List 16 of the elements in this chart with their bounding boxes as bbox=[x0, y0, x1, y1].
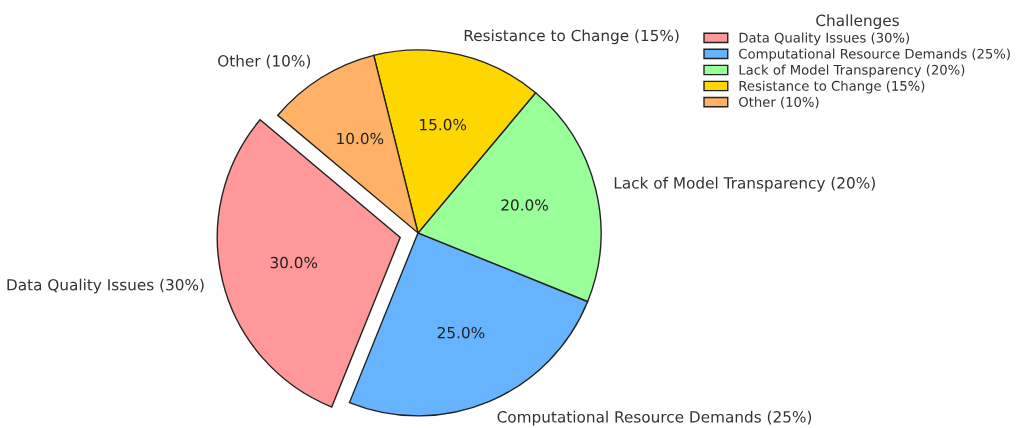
slice-label: Data Quality Issues (30%) bbox=[7, 278, 204, 294]
legend-label: Resistance to Change (15%) bbox=[739, 80, 925, 94]
slice-label: Other (10%) bbox=[218, 54, 311, 69]
data-label: 20.0% bbox=[501, 199, 548, 211]
data-label: 25.0% bbox=[437, 326, 485, 339]
legend-label: Data Quality Issues (30%) bbox=[739, 32, 910, 46]
data-label: 15.0% bbox=[420, 118, 467, 131]
legend-title: Challenges bbox=[816, 14, 899, 30]
slice-label: Resistance to Change (15%) bbox=[464, 29, 679, 45]
slice-label: Computational Resource Demands (25%) bbox=[497, 410, 812, 426]
slice-label: Lack of Model Transparency (20%) bbox=[614, 176, 875, 192]
legend-label: Lack of Model Transparency (20%) bbox=[739, 64, 965, 78]
data-label: 10.0% bbox=[337, 132, 384, 145]
legend-label: Computational Resource Demands (25%) bbox=[739, 48, 1010, 62]
data-label: 30.0% bbox=[270, 256, 318, 269]
legend-label: Other (10%) bbox=[739, 96, 819, 109]
